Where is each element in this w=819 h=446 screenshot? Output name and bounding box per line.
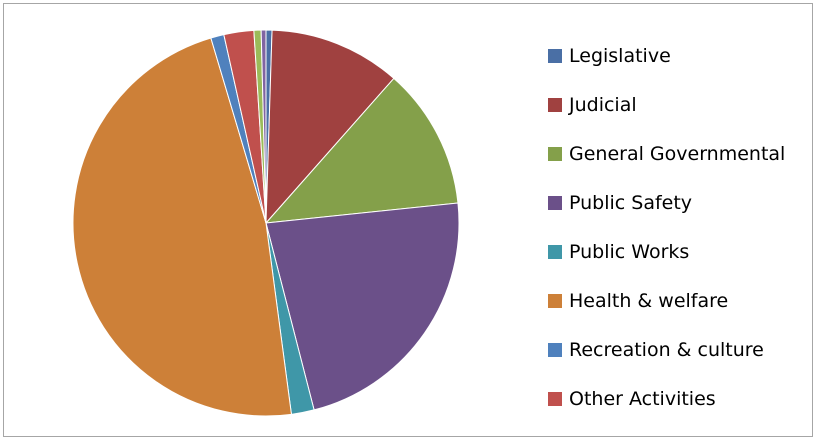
legend-item-recreation-culture: Recreation & culture	[548, 336, 764, 364]
legend-swatch	[548, 98, 562, 112]
legend-label: Recreation & culture	[569, 338, 764, 361]
legend-swatch	[548, 245, 562, 259]
legend-label: Health & welfare	[569, 289, 729, 312]
legend-label: Judicial	[569, 93, 637, 116]
legend-label: Legislative	[569, 44, 671, 67]
legend-label: Public Works	[569, 240, 690, 263]
legend-swatch	[548, 147, 562, 161]
legend-item-general-governmental: General Governmental	[548, 140, 785, 168]
pie-slice-public-safety	[265, 202, 460, 411]
legend-swatch	[548, 196, 562, 210]
legend-swatch	[548, 343, 562, 357]
legend-swatch	[548, 49, 562, 63]
legend-item-legislative: Legislative	[548, 42, 671, 70]
legend-item-other-activities: Other Activities	[548, 385, 716, 410]
legend-label: Public Safety	[569, 191, 693, 214]
legend: Legislative Judicial General Governmental P…	[548, 42, 813, 410]
pie-slice-general-governmental	[264, 77, 459, 224]
legend-swatch	[548, 392, 562, 406]
legend-item-health-welfare: Health & welfare	[548, 287, 728, 315]
pie-slice-health-welfare	[72, 37, 293, 417]
pie-slice-judicial	[265, 29, 395, 225]
legend-label: General Governmental	[569, 142, 786, 165]
legend-swatch	[548, 294, 562, 308]
chart-area: Legislative Judicial General Governmental P…	[3, 3, 813, 437]
pie-slice-slice-10	[260, 29, 267, 224]
pie-chart	[72, 29, 460, 417]
legend-item-public-safety: Public Safety	[548, 189, 692, 217]
legend-label: Other Activities	[569, 387, 716, 410]
legend-item-judicial: Judicial	[548, 91, 637, 119]
legend-item-public-works: Public Works	[548, 238, 689, 266]
